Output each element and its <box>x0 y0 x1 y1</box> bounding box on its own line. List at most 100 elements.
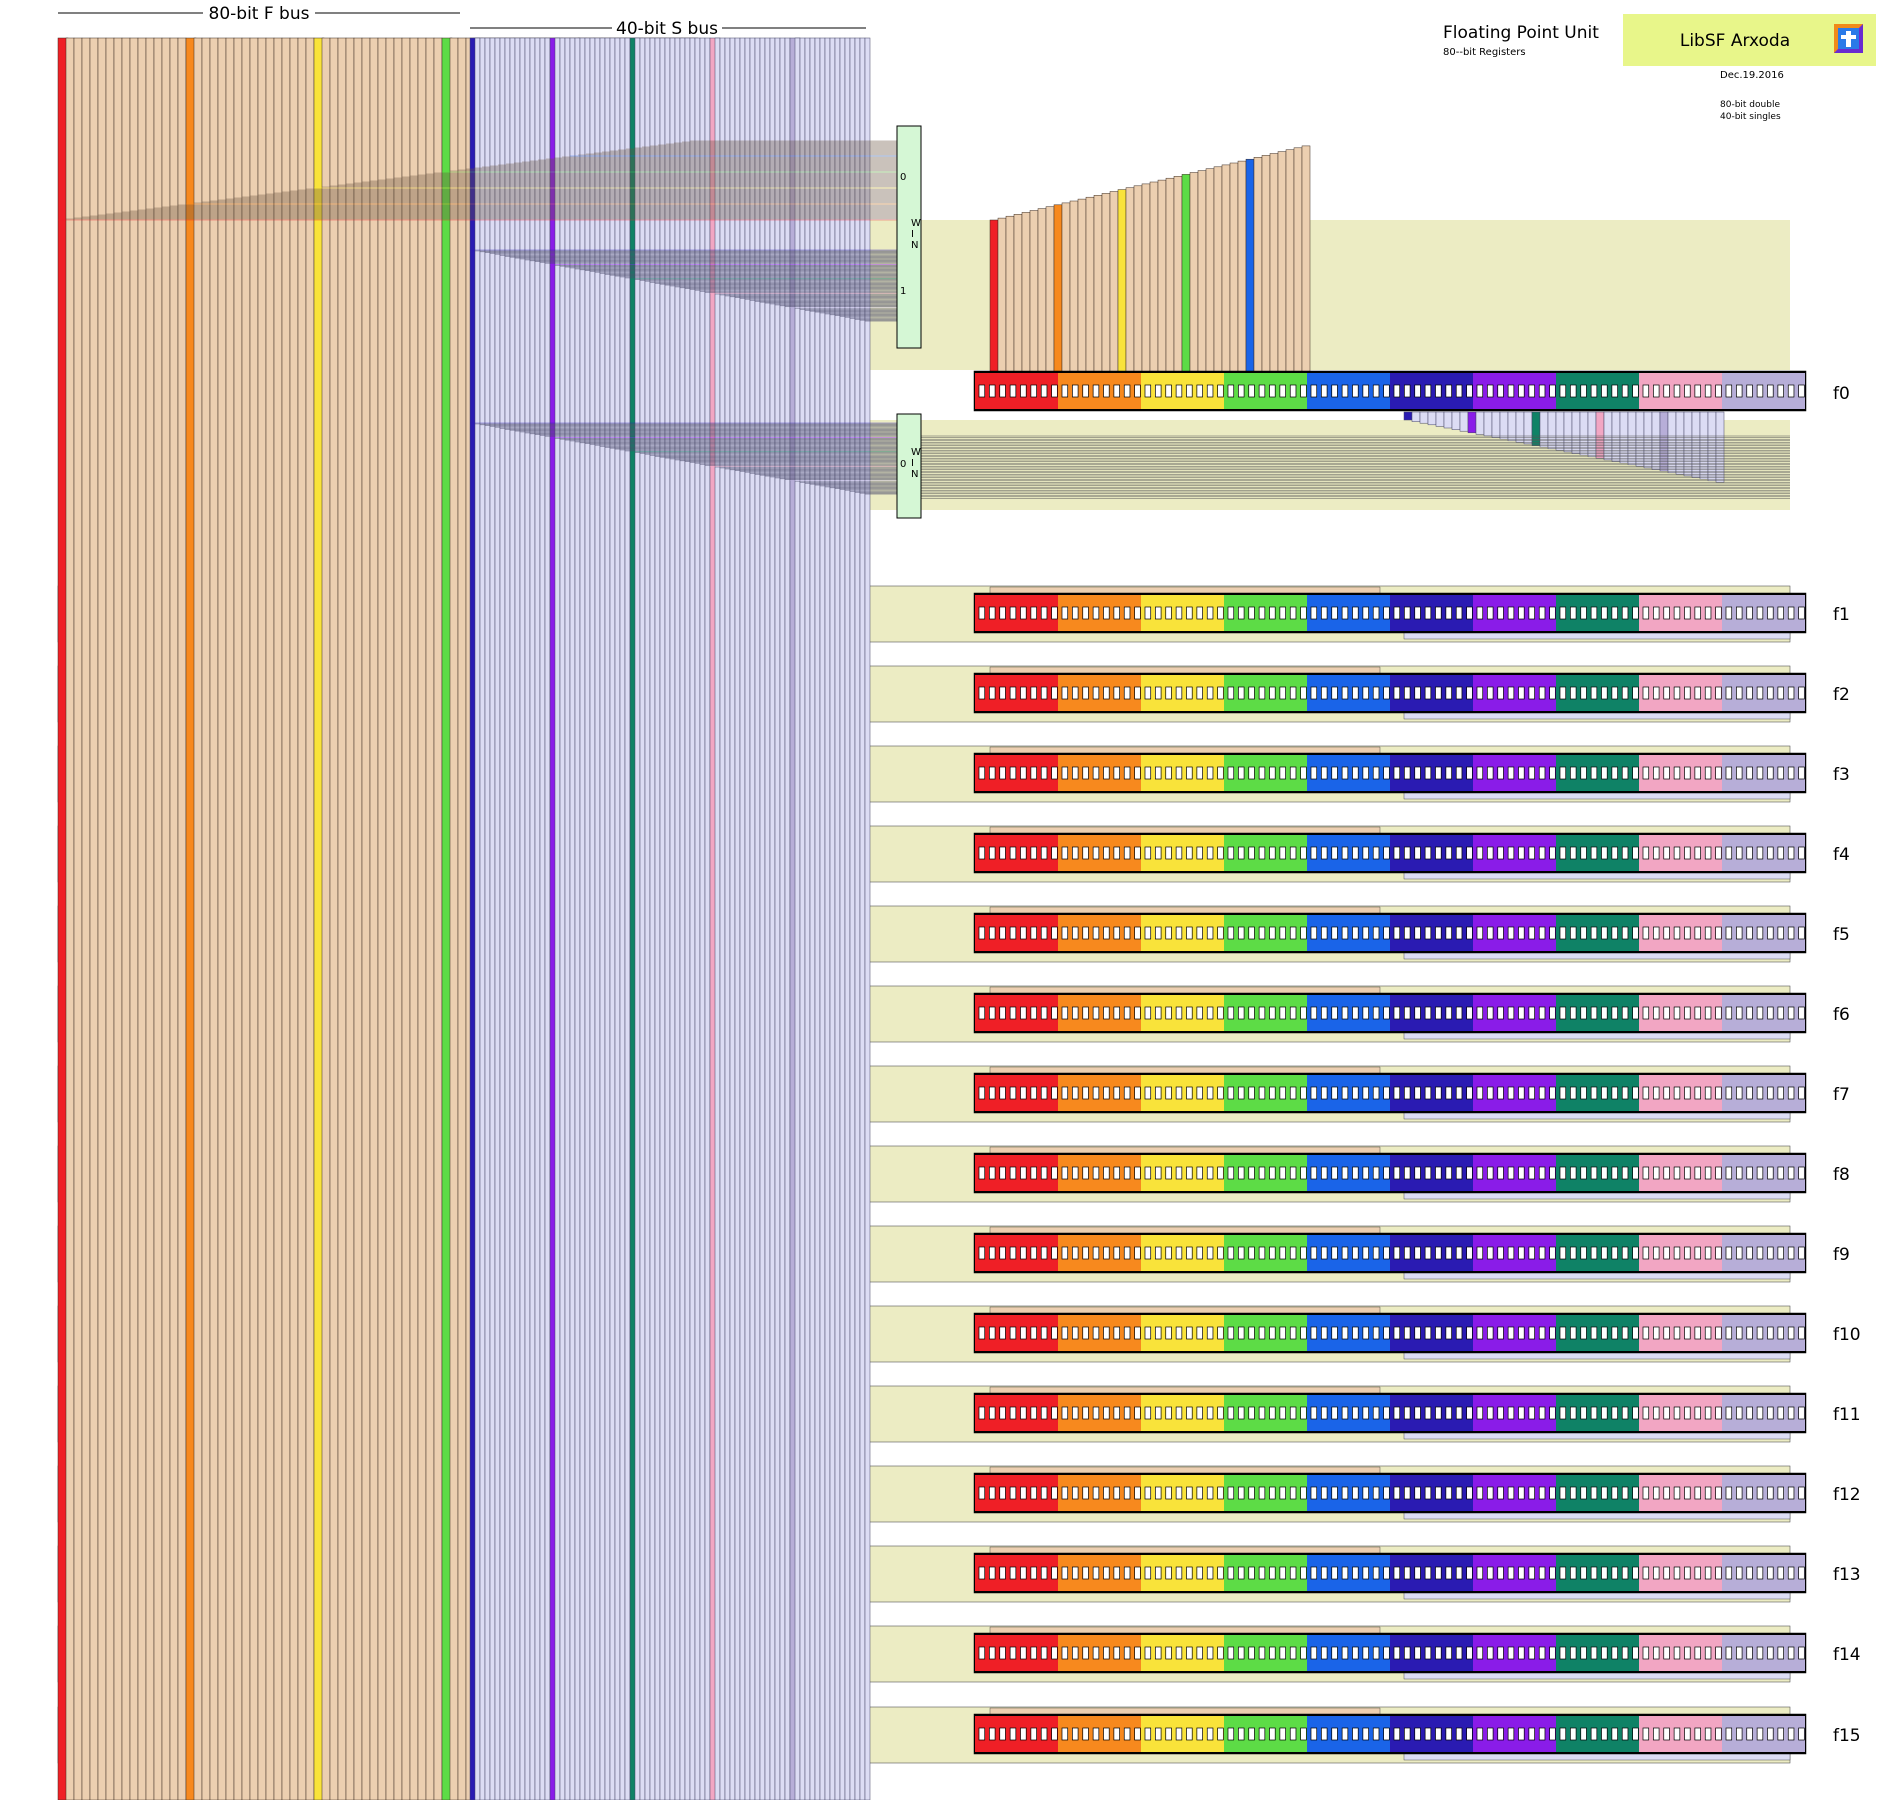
register-bit-cell <box>1787 1566 1795 1580</box>
register-bit-cell <box>989 766 996 780</box>
mux-letter: N <box>911 469 918 480</box>
register-bit-cell <box>1642 1086 1650 1100</box>
register-bit-cell <box>1642 766 1650 780</box>
register-bit-cell <box>1289 846 1297 860</box>
register-bit-cell <box>1694 384 1701 398</box>
register-bit-cell <box>1372 1006 1380 1020</box>
register-bit-cell <box>1155 1646 1162 1660</box>
s-bus-wire <box>604 37 611 1800</box>
register-bit-cell <box>1341 1727 1349 1741</box>
register-bit-cell <box>1559 1166 1567 1180</box>
register-bit-cell <box>1404 1006 1411 1020</box>
register-bit-cell <box>1476 1006 1484 1020</box>
register-bit-cell <box>1289 1486 1297 1500</box>
register-bit-cell <box>989 606 996 620</box>
title-block: Floating Point Unit 80--bit Registers <box>1443 23 1599 58</box>
register-bit-cell <box>1352 1326 1359 1340</box>
register-f6 <box>973 986 1807 1040</box>
register-bit-cell <box>1165 1006 1172 1020</box>
register-bit-cell <box>1175 1326 1183 1340</box>
register-bit-cell <box>1279 1727 1286 1741</box>
register-bit-cell <box>1217 1566 1224 1580</box>
register-label: f8 <box>1833 1165 1850 1185</box>
register-bit-cell <box>1684 766 1691 780</box>
register-bit-cell <box>1155 384 1162 398</box>
register-bit-cell <box>1528 686 1535 700</box>
register-bit-cell <box>1238 846 1245 860</box>
register-bit-cell <box>1248 846 1255 860</box>
register-bit-cell <box>1601 1086 1608 1100</box>
register-bit-cell <box>1632 686 1639 700</box>
register-bit-cell <box>1113 1486 1120 1500</box>
register-bit-cell <box>1020 1166 1027 1180</box>
register-bit-cell <box>1590 1486 1598 1500</box>
register-bit-cell <box>1590 846 1598 860</box>
register-bit-cell <box>1497 1166 1504 1180</box>
mux-letter: I <box>911 229 914 240</box>
register-bit-cell <box>1497 846 1504 860</box>
register-bit-cell <box>1217 1166 1224 1180</box>
register-bit-cell <box>1393 1646 1401 1660</box>
register-bit-cell <box>1009 686 1017 700</box>
register-bit-cell <box>1704 384 1712 398</box>
register-bit-cell <box>1528 1406 1535 1420</box>
register-bit-cell <box>1684 846 1691 860</box>
register-bit-cell <box>1393 1406 1401 1420</box>
f-bus-wire <box>217 37 227 1800</box>
register-bit-cell <box>1020 1486 1027 1500</box>
register-bit-cell <box>1476 1406 1484 1420</box>
register-bit-cell <box>1134 1246 1141 1260</box>
register-bit-cell <box>1787 1486 1795 1500</box>
register-bit-cell <box>1020 606 1027 620</box>
register-bit-cell <box>1756 1727 1764 1741</box>
register-bit-cell <box>1061 606 1069 620</box>
register-bit-cell <box>1341 1646 1349 1660</box>
register-bit-cell <box>1144 1727 1152 1741</box>
register-bit-cell <box>1072 384 1079 398</box>
register-bit-cell <box>1352 1727 1359 1741</box>
f-bus-wire <box>209 37 219 1800</box>
register-bit-cell <box>1383 686 1390 700</box>
s-bus-wire <box>864 37 871 1800</box>
register-bit-cell <box>1051 846 1058 860</box>
register-bit-cell <box>1123 1727 1131 1741</box>
register-bit-cell <box>1756 766 1764 780</box>
register-bit-cell <box>1331 606 1338 620</box>
register-bit-cell <box>1331 686 1338 700</box>
register-bit-cell <box>1258 1006 1266 1020</box>
register-bit-cell <box>1103 686 1110 700</box>
f-bus-wire <box>201 37 211 1800</box>
register-bit-cell <box>1549 1646 1556 1660</box>
register-bit-cell <box>1538 1086 1546 1100</box>
register-bit-cell <box>1455 846 1463 860</box>
register-bit-cell <box>1092 1166 1100 1180</box>
register-bit-cell <box>1030 606 1037 620</box>
register-bit-cell <box>1072 1086 1079 1100</box>
register-bit-cell <box>1435 1166 1442 1180</box>
register-bit-cell <box>1206 1166 1214 1180</box>
register-bit-cell <box>1684 384 1691 398</box>
register-bit-cell <box>1206 766 1214 780</box>
register-bit-cell <box>1476 1727 1484 1741</box>
register-bit-cell <box>1186 1086 1193 1100</box>
register-bit-cell <box>1580 846 1587 860</box>
register-bit-cell <box>1103 606 1110 620</box>
register-bit-cell <box>1310 846 1318 860</box>
register-bit-cell <box>1258 1326 1266 1340</box>
register-bit-cell <box>1404 1246 1411 1260</box>
register-bit-cell <box>1061 1006 1069 1020</box>
register-bit-cell <box>1238 1486 1245 1500</box>
register-bit-cell <box>1549 606 1556 620</box>
register-bit-cell <box>1196 1486 1203 1500</box>
register-bit-cell <box>1611 1166 1618 1180</box>
register-bit-cell <box>1227 846 1235 860</box>
register-bit-cell <box>1424 1406 1432 1420</box>
register-bit-cell <box>1020 1086 1027 1100</box>
register-bit-cell <box>1715 1406 1722 1420</box>
s-bus-wire <box>534 37 541 1800</box>
register-bit-cell <box>1767 1566 1774 1580</box>
register-bit-cell <box>1694 1406 1701 1420</box>
mux-letter: I <box>911 458 914 469</box>
register-bit-cell <box>1725 846 1733 860</box>
register-bit-cell <box>1642 1326 1650 1340</box>
